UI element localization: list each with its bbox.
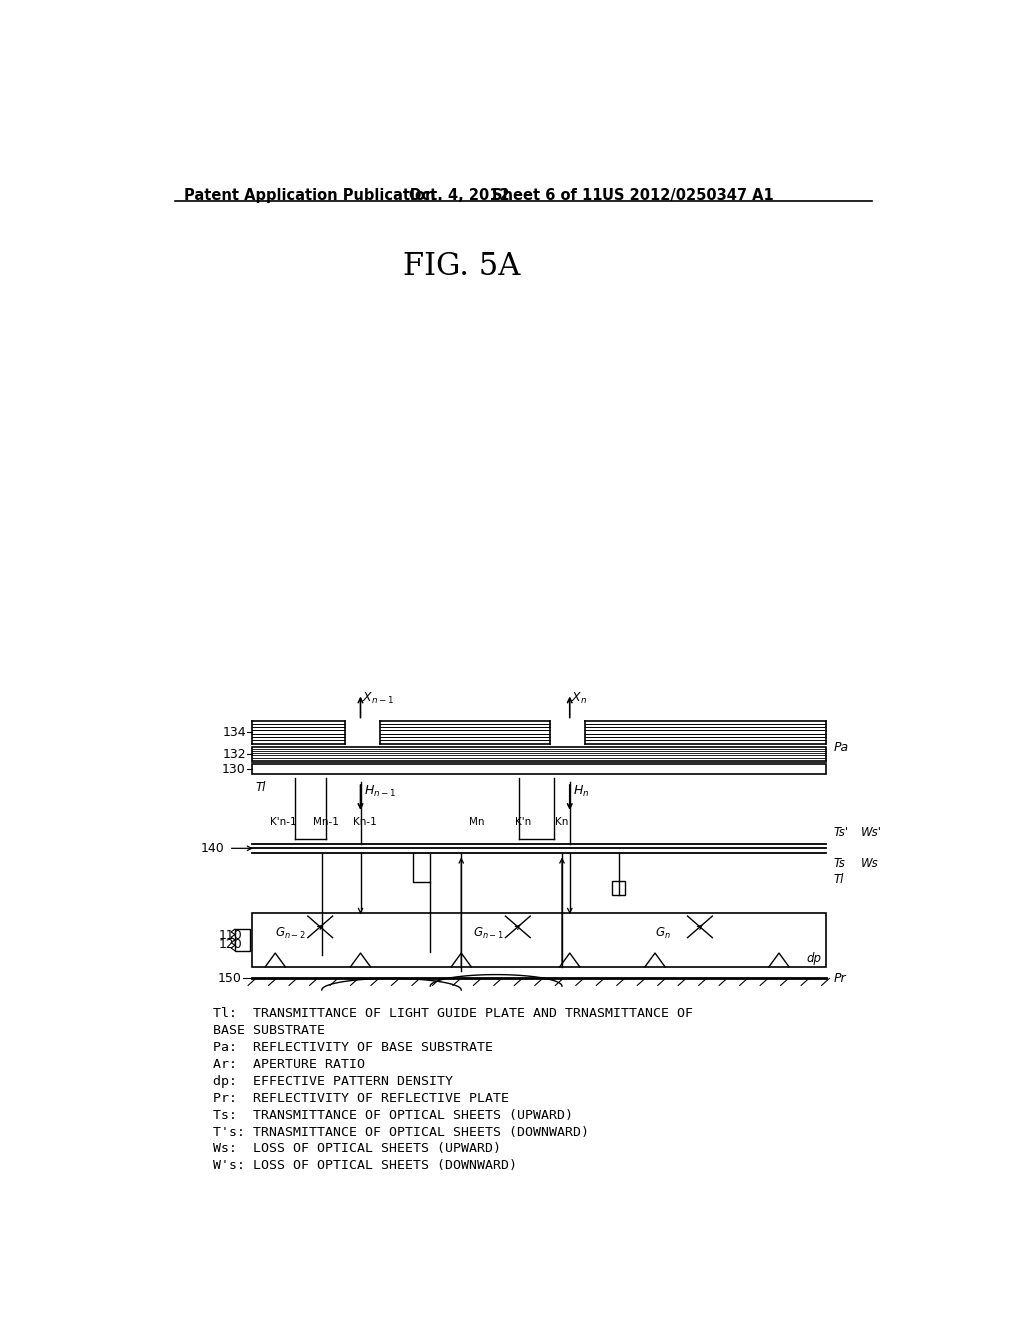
Text: BASE SUBSTRATE: BASE SUBSTRATE [213,1024,326,1038]
Text: dp:  EFFECTIVE PATTERN DENSITY: dp: EFFECTIVE PATTERN DENSITY [213,1074,454,1088]
Bar [252,913,825,966]
Text: Pa:  REFLECTIVITY OF BASE SUBSTRATE: Pa: REFLECTIVITY OF BASE SUBSTRATE [213,1040,494,1053]
Text: Pr:  REFLECTIVITY OF REFLECTIVE PLATE: Pr: REFLECTIVITY OF REFLECTIVE PLATE [213,1092,509,1105]
Text: Pr: Pr [834,972,846,985]
Bar [612,882,625,895]
Text: Tl: Tl [255,780,265,793]
Text: W's: LOSS OF OPTICAL SHEETS (DOWNWARD): W's: LOSS OF OPTICAL SHEETS (DOWNWARD) [213,1159,517,1172]
Text: Ws:  LOSS OF OPTICAL SHEETS (UPWARD): Ws: LOSS OF OPTICAL SHEETS (UPWARD) [213,1143,502,1155]
Text: Ts': Ts' [834,826,848,840]
Text: Mn: Mn [469,817,484,826]
Text: Patent Application Publication: Patent Application Publication [183,187,435,203]
Text: $G_{n-1}$: $G_{n-1}$ [473,927,504,941]
Text: Mn-1: Mn-1 [312,817,339,826]
Text: Pa: Pa [834,741,848,754]
Text: $X_{n}$: $X_{n}$ [571,692,588,706]
Text: Tl: Tl [834,874,844,887]
Bar [252,764,825,775]
Text: Ws': Ws' [861,826,882,840]
Text: dp: dp [807,952,821,965]
Text: $X_{n-1}$: $X_{n-1}$ [362,692,394,706]
Text: Ws: Ws [861,857,879,870]
Text: Ts: Ts [834,857,845,870]
Text: 132: 132 [222,748,246,760]
Text: 150: 150 [218,972,242,985]
Text: K'n: K'n [515,817,531,826]
Text: Oct. 4, 2012: Oct. 4, 2012 [409,187,509,203]
Text: Kn-1: Kn-1 [352,817,376,826]
Text: Kn: Kn [555,817,568,826]
Bar [252,747,825,762]
Text: 120: 120 [218,939,242,952]
Text: Sheet 6 of 11: Sheet 6 of 11 [493,187,603,203]
Text: 130: 130 [222,763,246,776]
Text: US 2012/0250347 A1: US 2012/0250347 A1 [602,187,774,203]
Text: T's: TRNASMITTANCE OF OPTICAL SHEETS (DOWNWARD): T's: TRNASMITTANCE OF OPTICAL SHEETS (DO… [213,1126,589,1139]
Text: Tl:  TRANSMITTANCE OF LIGHT GUIDE PLATE AND TRNASMITTANCE OF: Tl: TRANSMITTANCE OF LIGHT GUIDE PLATE A… [213,1007,693,1020]
Text: $G_{n}$: $G_{n}$ [655,927,671,941]
Text: 140: 140 [201,842,225,855]
Text: $H_{n-1}$: $H_{n-1}$ [364,784,396,799]
Bar [234,929,251,950]
Text: Ar:  APERTURE RATIO: Ar: APERTURE RATIO [213,1057,366,1071]
Text: Ts:  TRANSMITTANCE OF OPTICAL SHEETS (UPWARD): Ts: TRANSMITTANCE OF OPTICAL SHEETS (UPW… [213,1109,573,1122]
Text: $H_{n}$: $H_{n}$ [572,784,589,799]
Text: K'n-1: K'n-1 [269,817,296,826]
Text: 110: 110 [218,929,242,942]
Text: $G_{n-2}$: $G_{n-2}$ [275,927,306,941]
Text: 134: 134 [222,726,246,739]
Text: FIG. 5A: FIG. 5A [402,251,520,281]
